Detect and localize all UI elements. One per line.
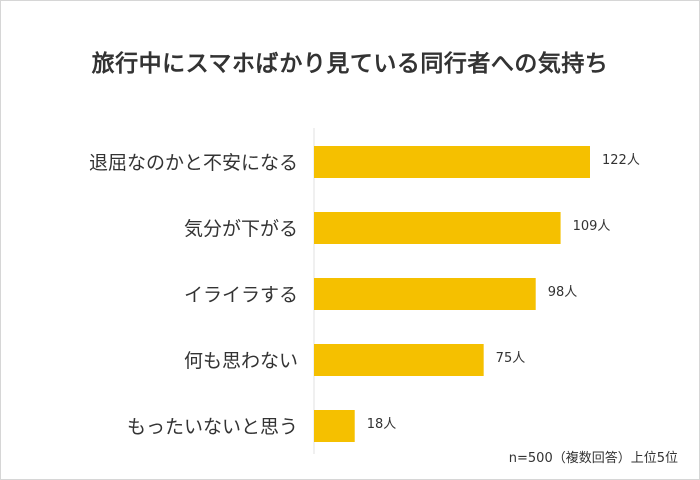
category-label: 退屈なのかと不安になる [89, 152, 298, 174]
bar [314, 146, 590, 178]
value-label: 18人 [367, 417, 397, 432]
bar [314, 344, 484, 376]
value-label: 98人 [548, 285, 578, 300]
bar [314, 212, 561, 244]
category-label: 何も思わない [184, 350, 298, 372]
category-label: 気分が下がる [184, 218, 298, 240]
value-label: 75人 [496, 351, 526, 366]
bar [314, 278, 536, 310]
value-label: 122人 [602, 153, 640, 168]
category-label: イライラする [184, 284, 298, 306]
category-label: もったいないと思う [127, 416, 298, 438]
sample-note: n=500（複数回答）上位5位 [508, 451, 678, 466]
chart-title: 旅行中にスマホばかり見ている同行者への気持ち [91, 51, 609, 77]
value-label: 109人 [573, 219, 611, 234]
bar [314, 410, 355, 442]
